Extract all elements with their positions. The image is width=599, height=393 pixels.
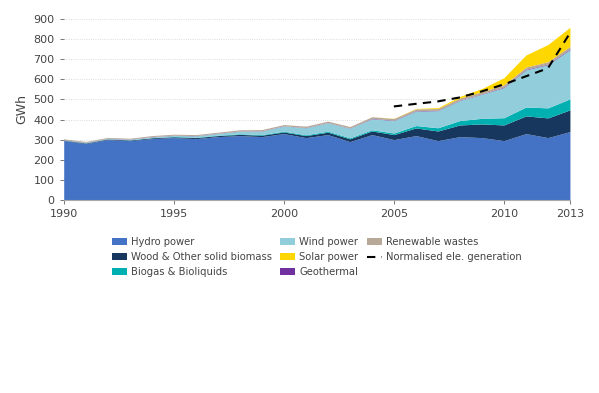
Y-axis label: GWh: GWh xyxy=(15,94,28,125)
Legend: Hydro power, Wood & Other solid biomass, Biogas & Bioliquids, Wind power, Solar : Hydro power, Wood & Other solid biomass,… xyxy=(113,237,521,277)
